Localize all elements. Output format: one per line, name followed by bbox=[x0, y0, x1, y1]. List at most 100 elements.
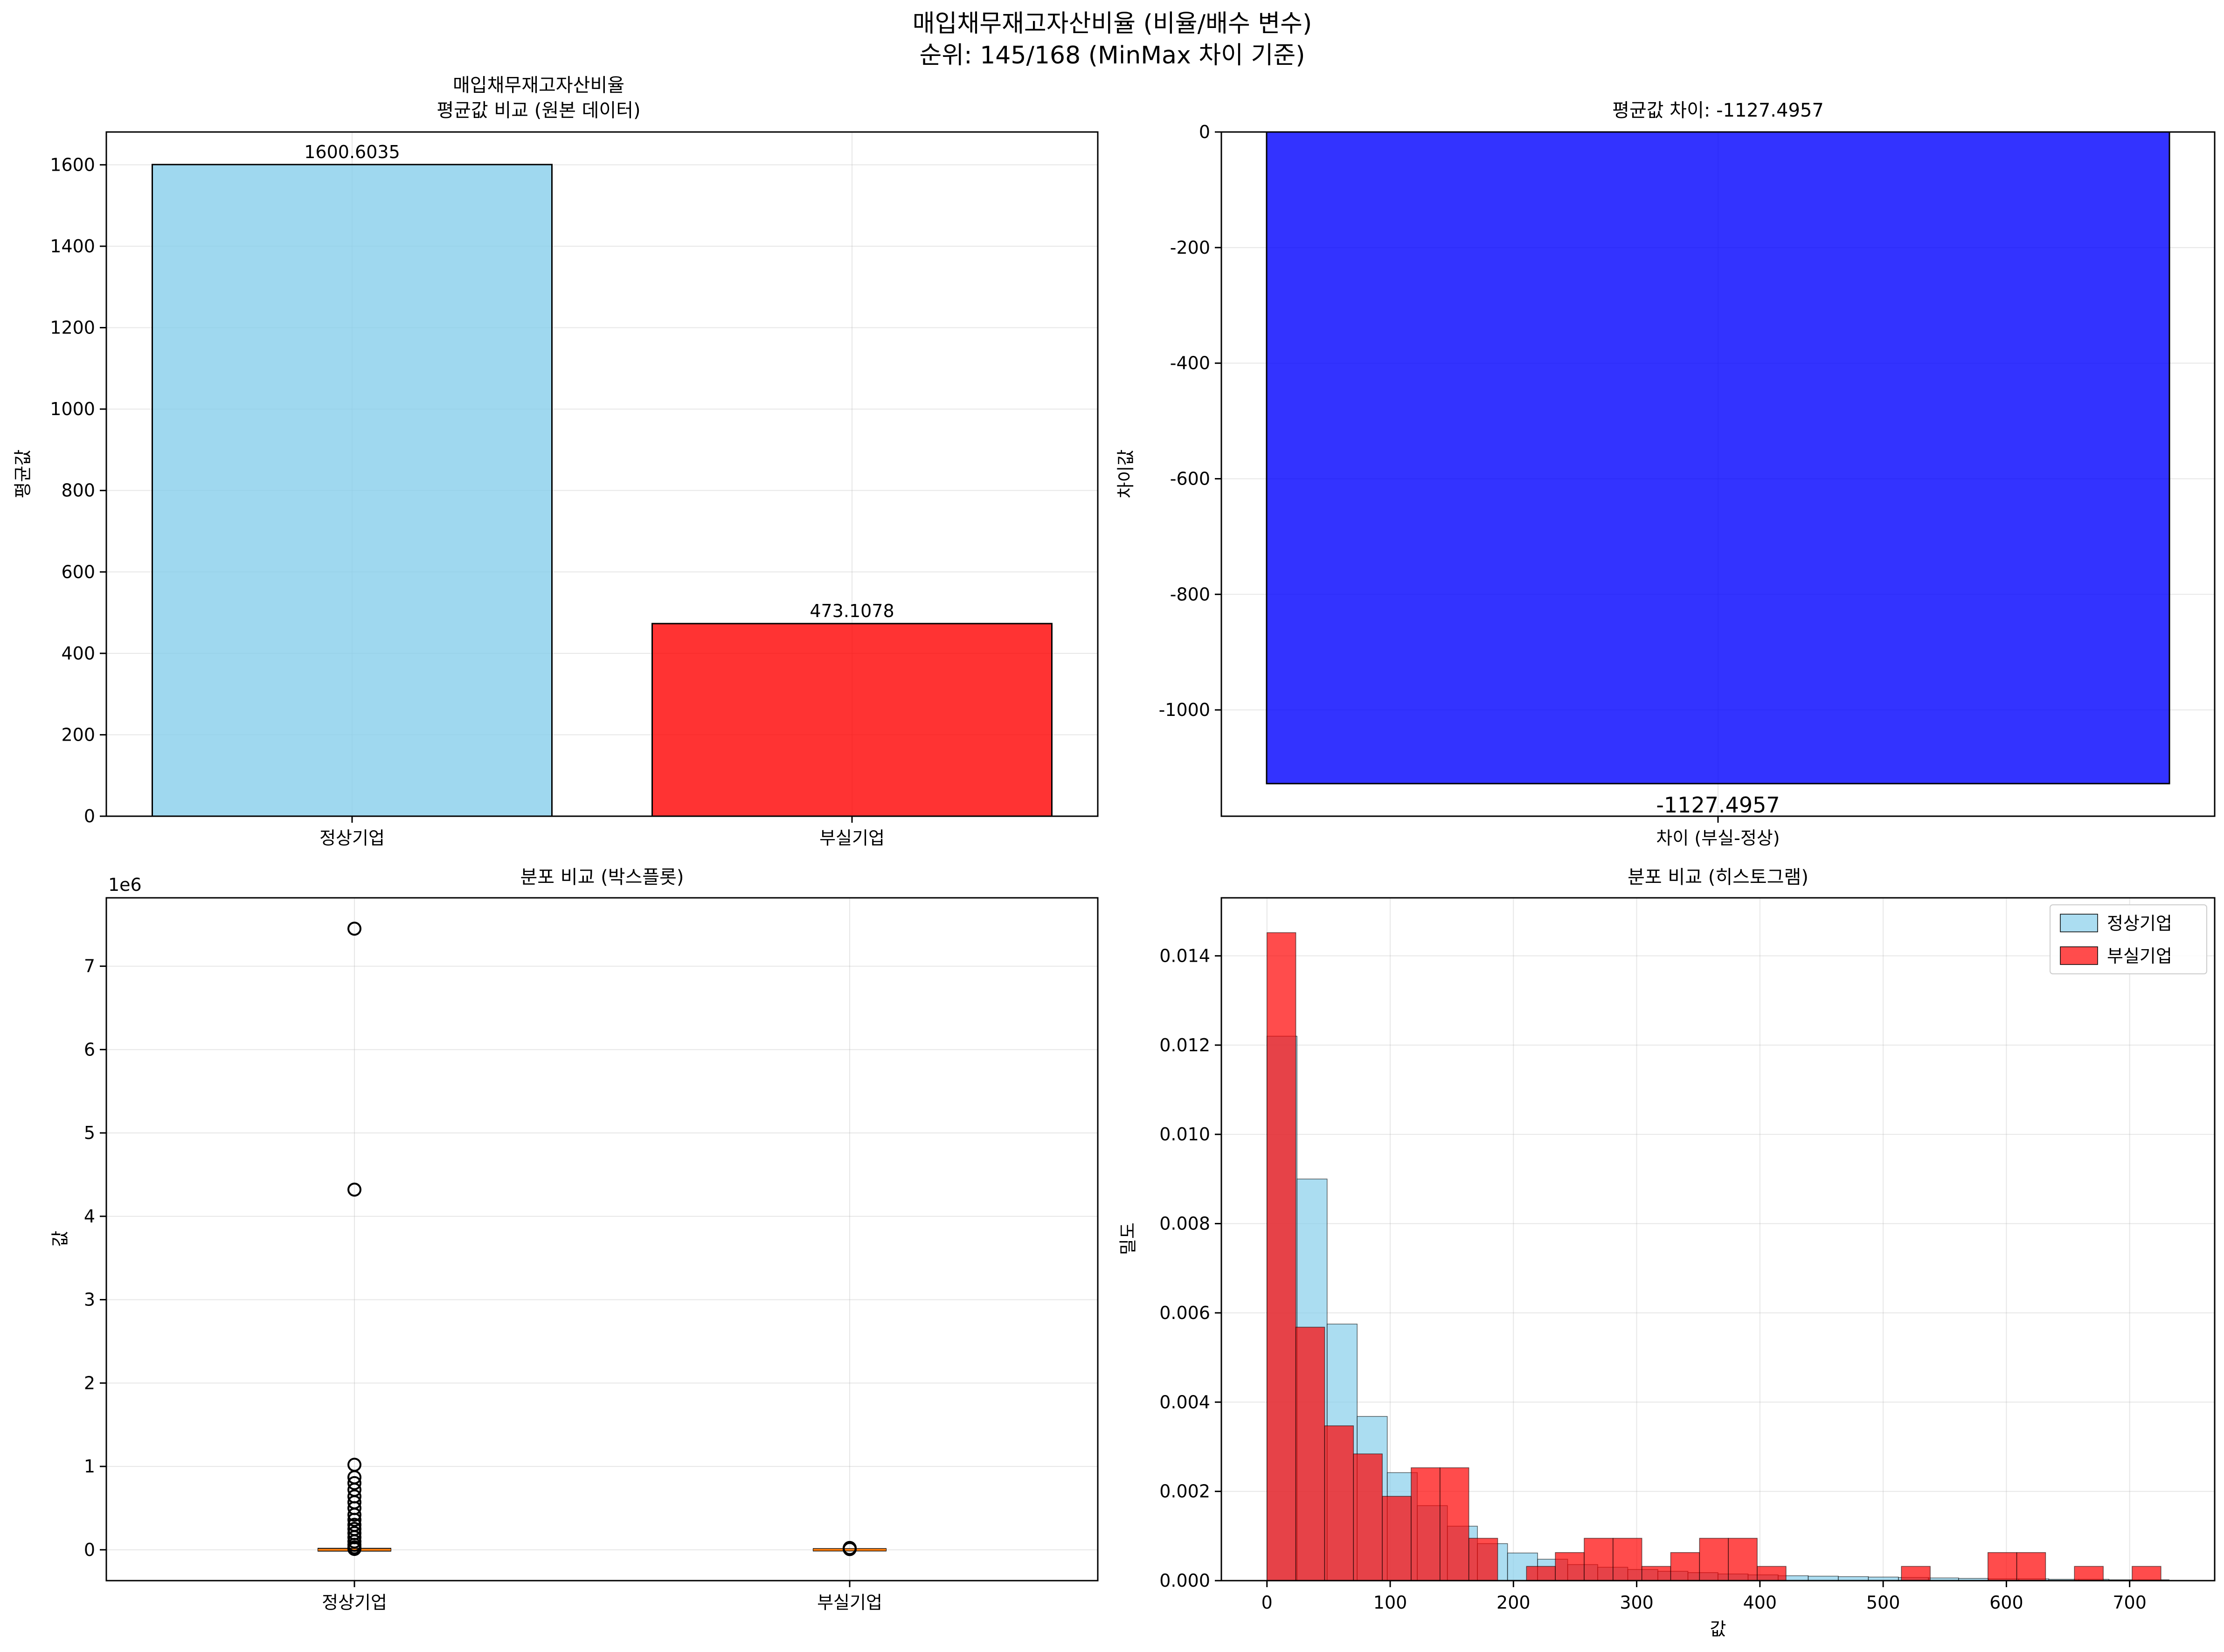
histogram-ytick-label: 0.010 bbox=[1159, 1124, 1210, 1145]
mean-ytick-label: 600 bbox=[61, 562, 95, 582]
difference-ytick-label: -200 bbox=[1170, 237, 1210, 258]
histogram-legend: 정상기업 부실기업 bbox=[2050, 904, 2207, 974]
boxplot-ytick-label: 4 bbox=[84, 1206, 95, 1227]
boxplot-outlier-normal bbox=[347, 1182, 361, 1197]
boxplot-ytick-label: 5 bbox=[84, 1123, 95, 1143]
histogram-bin-distressed bbox=[1670, 1552, 1700, 1581]
mean-panel-ylabel: 평균값 bbox=[13, 450, 33, 499]
histogram-bin-distressed bbox=[1324, 1425, 1354, 1581]
histogram-bin-distressed bbox=[1555, 1552, 1585, 1581]
mean-ytick-label: 1400 bbox=[50, 236, 95, 257]
histogram-ytick-label: 0.000 bbox=[1159, 1570, 1210, 1591]
mean-ytick-label: 400 bbox=[61, 643, 95, 664]
mean-comparison-panel: 매입채무재고자산비율 평균값 비교 (원본 데이터) 1600.6035 473.… bbox=[13, 75, 1099, 848]
difference-xtick-label: 차이 (부실-정상) bbox=[1656, 828, 1780, 848]
mean-xtick-label: 부실기업 bbox=[819, 828, 885, 848]
histogram-xtick-label: 700 bbox=[2113, 1592, 2147, 1613]
figure-title-line2: 순위: 145/168 (MinMax 차이 기준) bbox=[919, 42, 1305, 69]
boxplot-outlier-normal bbox=[347, 922, 361, 936]
histogram-bin-distressed bbox=[1901, 1566, 1931, 1581]
mean-ytick-label: 1600 bbox=[50, 154, 95, 175]
boxplot-ytick-label: 3 bbox=[84, 1290, 95, 1310]
mean-panel-frame bbox=[105, 131, 1099, 817]
boxplot-panel-frame bbox=[105, 897, 1099, 1582]
legend-label-normal: 정상기업 bbox=[2107, 913, 2172, 934]
histogram-panel: 분포 비교 (히스토그램) 0 100 200 300 400 500 600 700 0.00… bbox=[1118, 867, 2216, 1639]
histogram-bin-distressed bbox=[1699, 1538, 1729, 1581]
mean-bar-distressed bbox=[651, 623, 1053, 817]
mean-ytick-label: 0 bbox=[84, 806, 95, 826]
difference-ytick-label: -400 bbox=[1170, 353, 1210, 374]
difference-ytick-label: -800 bbox=[1170, 584, 1210, 604]
histogram-bin-distressed bbox=[1584, 1538, 1614, 1581]
histogram-bin-distressed bbox=[1526, 1566, 1556, 1581]
histogram-bin-distressed bbox=[2074, 1566, 2104, 1581]
histogram-bin-distressed bbox=[1295, 1326, 1325, 1581]
histogram-xtick-label: 400 bbox=[1743, 1592, 1777, 1613]
histogram-panel-title: 분포 비교 (히스토그램) bbox=[1628, 867, 1808, 888]
mean-bar-normal bbox=[152, 164, 553, 817]
histogram-bin-distressed bbox=[1613, 1538, 1642, 1581]
histogram-xtick-label: 600 bbox=[1989, 1592, 2023, 1613]
histogram-panel-frame bbox=[1220, 897, 2216, 1582]
boxplot-outlier-distressed bbox=[843, 1542, 857, 1556]
boxplot-ytick-label: 0 bbox=[84, 1540, 95, 1560]
histogram-bin-distressed bbox=[1353, 1453, 1383, 1581]
histogram-ytick-label: 0.002 bbox=[1159, 1481, 1210, 1502]
difference-panel: 평균값 차이: -1127.4957 -1127.4957 0 -200 -400 -… bbox=[1115, 100, 2216, 848]
histogram-bin-distressed bbox=[1267, 932, 1296, 1581]
histogram-bin-distressed bbox=[1757, 1566, 1787, 1581]
histogram-bin-distressed bbox=[1641, 1566, 1671, 1581]
difference-panel-frame bbox=[1220, 131, 2216, 817]
histogram-ytick-label: 0.008 bbox=[1159, 1214, 1210, 1234]
mean-ytick-label: 200 bbox=[61, 724, 95, 745]
difference-ytick-label: -1000 bbox=[1159, 700, 1210, 720]
histogram-ytick-label: 0.014 bbox=[1159, 945, 1210, 966]
difference-ytick-label: 0 bbox=[1199, 122, 1210, 142]
histogram-bin-distressed bbox=[1728, 1538, 1758, 1581]
histogram-ytick-label: 0.006 bbox=[1159, 1303, 1210, 1323]
mean-panel-title-line2: 평균값 비교 (원본 데이터) bbox=[436, 100, 640, 121]
boxplot-ytick-label: 6 bbox=[84, 1039, 95, 1060]
mean-panel-title-line1: 매입채무재고자산비율 bbox=[453, 75, 624, 96]
mean-bar-value-label: 473.1078 bbox=[810, 601, 894, 621]
boxplot-offset-label: 1e6 bbox=[108, 875, 142, 895]
boxplot-panel-ylabel: 값 bbox=[50, 1231, 70, 1247]
histogram-bin-distressed bbox=[1411, 1467, 1441, 1581]
difference-panel-ylabel: 차이값 bbox=[1115, 450, 1136, 499]
legend-swatch-normal bbox=[2060, 914, 2098, 932]
histogram-bin-distressed bbox=[1468, 1538, 1498, 1581]
boxplot-outlier-normal bbox=[347, 1513, 361, 1527]
histogram-bin-distressed bbox=[1382, 1496, 1412, 1581]
histogram-bin-distressed bbox=[2016, 1552, 2046, 1581]
histogram-ytick-label: 0.012 bbox=[1159, 1035, 1210, 1055]
histogram-xtick-label: 300 bbox=[1620, 1592, 1654, 1613]
histogram-bin-distressed bbox=[1440, 1467, 1469, 1581]
histogram-series-distressed bbox=[1267, 932, 2162, 1581]
histogram-xtick-label: 100 bbox=[1373, 1592, 1407, 1613]
boxplot-ytick-label: 2 bbox=[84, 1373, 95, 1393]
boxplot-ytick-label: 1 bbox=[84, 1456, 95, 1477]
figure-title-line1: 매입채무재고자산비율 (비율/배수 변수) bbox=[913, 10, 1312, 38]
boxplot-outlier-normal bbox=[347, 1507, 361, 1522]
mean-bar-value-label: 1600.6035 bbox=[304, 142, 400, 162]
mean-ytick-label: 800 bbox=[61, 480, 95, 501]
histogram-bin-distressed bbox=[2132, 1566, 2162, 1581]
histogram-xtick-label: 200 bbox=[1497, 1592, 1531, 1613]
histogram-xtick-label: 0 bbox=[1261, 1592, 1273, 1613]
difference-panel-title: 평균값 차이: -1127.4957 bbox=[1612, 100, 1824, 121]
legend-swatch-distressed bbox=[2060, 946, 2098, 965]
boxplot-xtick-label: 정상기업 bbox=[322, 1592, 387, 1613]
histogram-bin-distressed bbox=[1987, 1552, 2017, 1581]
histogram-xtick-label: 500 bbox=[1866, 1592, 1900, 1613]
difference-bar bbox=[1266, 131, 2170, 784]
mean-xtick-label: 정상기업 bbox=[319, 828, 385, 848]
boxplot-outlier-normal bbox=[347, 1476, 361, 1490]
boxplot-panel-title: 분포 비교 (박스플롯) bbox=[520, 867, 684, 888]
legend-label-distressed: 부실기업 bbox=[2107, 946, 2172, 966]
mean-ytick-label: 1200 bbox=[50, 318, 95, 338]
boxplot-xtick-label: 부실기업 bbox=[817, 1592, 882, 1613]
boxplot-ytick-label: 7 bbox=[84, 956, 95, 977]
histogram-ylabel: 밀도 bbox=[1118, 1222, 1138, 1255]
